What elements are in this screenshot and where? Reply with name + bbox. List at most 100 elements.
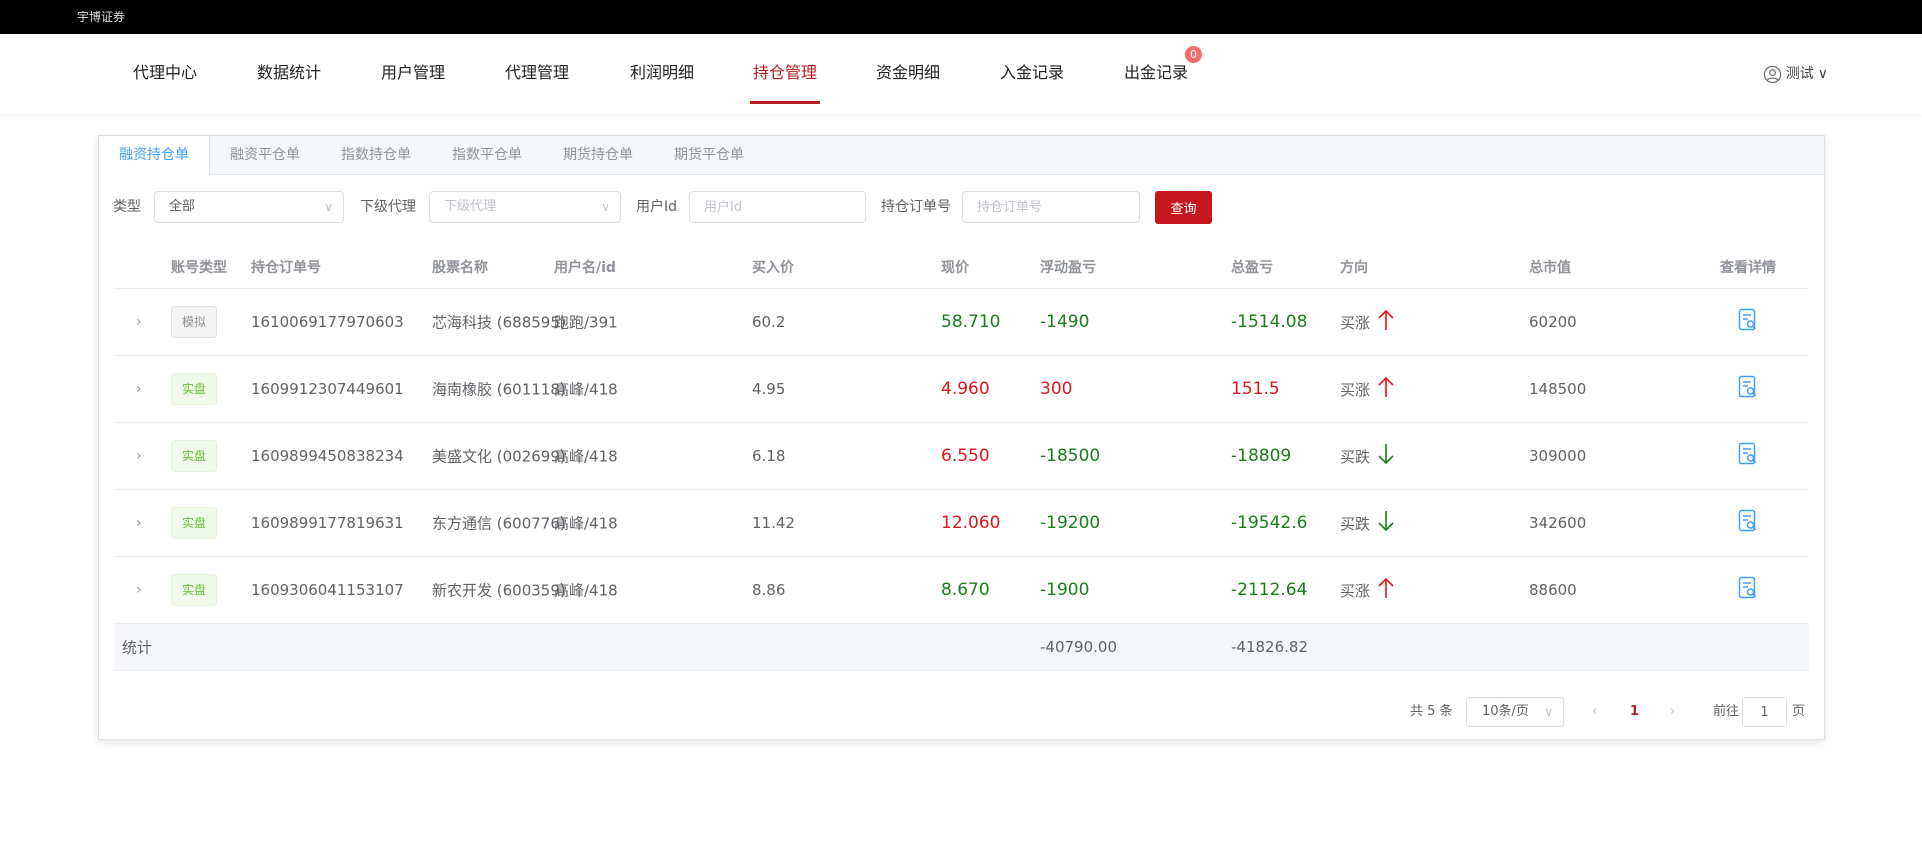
market-value: 148500 <box>1529 380 1587 398</box>
prev-page-button[interactable]: ‹ <box>1592 704 1598 719</box>
chevron-down-icon: ∨ <box>324 200 333 214</box>
query-button[interactable]: 查询 <box>1155 191 1212 224</box>
stock-name: 芯海科技 (688595) <box>432 313 566 332</box>
column-header: 股票名称 <box>432 260 488 276</box>
expand-row-icon[interactable]: › <box>136 582 142 598</box>
account-type: 实盘 <box>171 373 217 405</box>
user-menu[interactable]: 测试 ∨ <box>1763 34 1828 114</box>
tab-5[interactable]: 期货平仓单 <box>674 147 744 163</box>
summary-floating-pnl: -40790.00 <box>1040 638 1117 656</box>
column-header: 持仓订单号 <box>251 260 321 276</box>
expand-row-icon[interactable]: › <box>136 448 142 464</box>
expand-row-icon[interactable]: › <box>136 515 142 531</box>
view-detail-icon[interactable] <box>1738 442 1758 470</box>
stock-name: 新农开发 (600359) <box>432 581 566 600</box>
order-input[interactable] <box>962 191 1140 223</box>
order-id: 1609912307449601 <box>251 380 404 398</box>
filter-bar: 类型 全部 ∨ 下级代理 下级代理 ∨ 用户Id 持仓订单号 查询 <box>99 191 1824 224</box>
positions-table: 账号类型 持仓订单号 股票名称 用户名/id 买入价 现价 浮动盈亏 总盈亏 方向 总市值 查看详情… <box>114 246 1809 671</box>
chevron-down-icon: ∨ <box>601 200 610 214</box>
current-price: 6.550 <box>941 446 990 466</box>
agent-select[interactable]: 下级代理 ∨ <box>429 191 621 223</box>
table-header: 账号类型 持仓订单号 股票名称 用户名/id 买入价 现价 浮动盈亏 总盈亏 方向 总市值 查看详情 <box>114 246 1809 289</box>
user-name-id: 高峰/418 <box>554 447 618 466</box>
market-value: 60200 <box>1529 313 1577 331</box>
user-name-id: 高峰/418 <box>554 514 618 533</box>
buy-price: 8.86 <box>752 581 786 599</box>
nav-item-2[interactable]: 用户管理 <box>381 34 445 114</box>
table-row: › 实盘 1609899177819631 东方通信 (600776) 高峰/418 11… <box>114 490 1809 557</box>
page-size-select[interactable]: 10条/页 ∨ <box>1466 697 1564 727</box>
nav-item-3[interactable]: 代理管理 <box>505 34 569 114</box>
nav-item-7[interactable]: 入金记录 <box>1000 34 1064 114</box>
order-id: 1609306041153107 <box>251 581 404 599</box>
type-select[interactable]: 全部 ∨ <box>154 191 344 223</box>
floating-pnl: -19200 <box>1040 513 1101 533</box>
user-name-id: 高峰/418 <box>554 581 618 600</box>
account-type-tag: 实盘 <box>171 507 217 539</box>
page-1[interactable]: 1 <box>1630 704 1640 719</box>
view-detail-icon[interactable] <box>1738 576 1758 604</box>
account-type-tag: 实盘 <box>171 373 217 405</box>
tab-2[interactable]: 指数持仓单 <box>341 147 411 163</box>
view-detail-icon[interactable] <box>1738 308 1758 336</box>
buy-price: 4.95 <box>752 380 786 398</box>
direction: 买涨 <box>1340 577 1394 603</box>
account-type-tag: 模拟 <box>171 306 217 338</box>
nav-item-8[interactable]: 出金记录 0 <box>1124 34 1203 114</box>
account-type-tag: 实盘 <box>171 574 217 606</box>
direction-label: 买跌 <box>1340 514 1371 533</box>
tab-3[interactable]: 指数平仓单 <box>452 147 522 163</box>
stock-name: 海南橡胶 (601118) <box>432 380 566 399</box>
nav-item-0[interactable]: 代理中心 <box>133 34 197 114</box>
nav-label: 代理中心 <box>132 63 198 82</box>
notification-badge: 0 <box>1185 46 1203 63</box>
arrow-up-icon <box>1378 376 1394 402</box>
account-type: 实盘 <box>171 507 217 539</box>
goto-label: 前往 <box>1713 704 1740 719</box>
direction-label: 买涨 <box>1340 581 1371 600</box>
stock-name: 东方通信 (600776) <box>432 514 566 533</box>
agent-label: 下级代理 <box>360 199 416 215</box>
column-header: 总盈亏 <box>1231 260 1273 276</box>
account-type: 模拟 <box>171 306 217 338</box>
tab-1[interactable]: 融资平仓单 <box>230 147 300 163</box>
column-header: 方向 <box>1340 260 1368 276</box>
buy-price: 60.2 <box>752 313 786 331</box>
buy-price: 11.42 <box>752 514 795 532</box>
user-name: 测试 <box>1785 66 1814 82</box>
nav-item-4[interactable]: 利润明细 <box>630 34 694 114</box>
nav-label: 用户管理 <box>380 63 446 82</box>
nav-label: 数据统计 <box>256 63 322 82</box>
next-page-button[interactable]: › <box>1670 704 1676 719</box>
market-value: 88600 <box>1529 581 1577 599</box>
floating-pnl: -18500 <box>1040 446 1101 466</box>
column-header: 查看详情 <box>1720 260 1776 276</box>
tab-bar: 融资持仓单 融资平仓单 指数持仓单 指数平仓单 期货持仓单 期货平仓单 <box>99 136 1824 176</box>
user-icon <box>1763 65 1781 83</box>
expand-row-icon[interactable]: › <box>136 314 142 330</box>
total-pnl: -18809 <box>1231 446 1292 466</box>
nav-item-5[interactable]: 持仓管理 <box>753 34 817 114</box>
expand-row-icon[interactable]: › <box>136 381 142 397</box>
summary-row: 统计 -40790.00 -41826.82 <box>114 624 1809 671</box>
arrow-down-icon <box>1378 510 1394 536</box>
goto-page-input[interactable] <box>1742 697 1787 727</box>
total-pnl: -1514.08 <box>1231 312 1308 332</box>
direction: 买涨 <box>1340 376 1394 402</box>
order-id: 1609899450838234 <box>251 447 404 465</box>
nav-item-1[interactable]: 数据统计 <box>257 34 321 114</box>
uid-input[interactable] <box>689 191 866 223</box>
agent-placeholder: 下级代理 <box>444 199 497 214</box>
stock-name: 美盛文化 (002699) <box>432 447 566 466</box>
view-detail-icon[interactable] <box>1738 375 1758 403</box>
view-detail-icon[interactable] <box>1738 509 1758 537</box>
tab-4[interactable]: 期货持仓单 <box>563 147 633 163</box>
table-row: › 实盘 1609899450838234 美盛文化 (002699) 高峰/418 6.… <box>114 423 1809 490</box>
tab-0[interactable]: 融资持仓单 <box>99 136 210 176</box>
direction: 买跌 <box>1340 510 1394 536</box>
uid-label: 用户Id <box>636 199 678 215</box>
nav-item-6[interactable]: 资金明细 <box>876 34 940 114</box>
column-header: 浮动盈亏 <box>1040 260 1096 276</box>
arrow-up-icon <box>1378 309 1394 335</box>
